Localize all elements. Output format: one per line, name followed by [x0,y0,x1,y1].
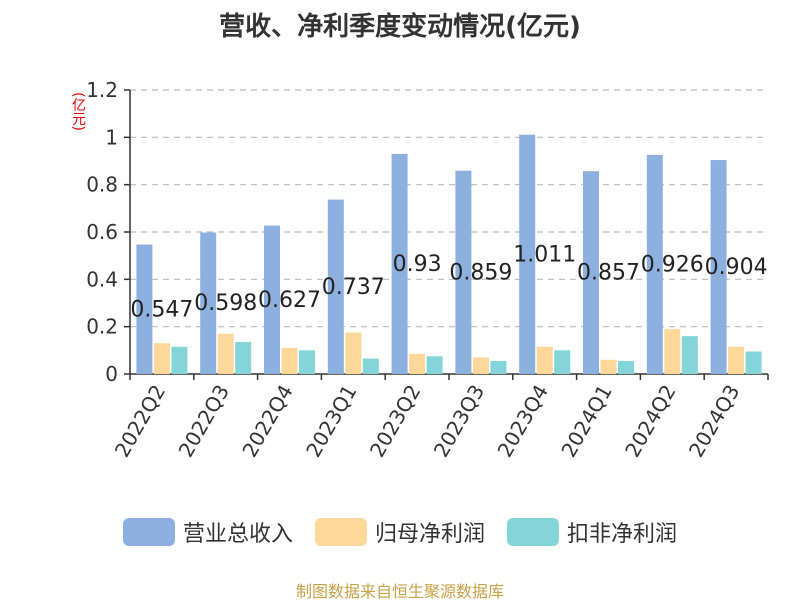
bar [554,350,571,374]
bar [455,170,472,374]
x-tick-label: 2022Q2 [110,381,170,462]
bar [745,351,762,374]
bar [345,332,362,374]
source-note: 制图数据来自恒生聚源数据库 [295,582,504,601]
bar [618,360,634,374]
x-tick-label: 2024Q2 [620,381,680,462]
bar [200,232,217,374]
y-tick-label: 0.4 [86,267,118,291]
legend-item-net-profit[interactable]: 归母净利润 [314,516,485,548]
legend-label-net-profit: 归母净利润 [374,522,485,547]
bar [728,346,745,374]
x-tick-label: 2024Q1 [556,381,616,462]
data-label: 0.737 [322,275,385,300]
legend-label-deducted-net-profit: 扣非净利润 [567,522,678,547]
data-label: 0.857 [577,261,640,286]
y-axis-unit-label: (亿元) [70,92,86,131]
y-tick-label: 0.8 [86,173,118,197]
x-tick-label: 2022Q3 [174,381,234,462]
bar [153,343,170,374]
bar [217,333,234,374]
legend-label-revenue: 营业总收入 [182,522,293,547]
data-label: 0.859 [449,260,512,285]
bar [391,153,408,374]
bar [472,357,489,374]
bar [409,353,426,374]
bar [426,356,443,374]
data-label: 0.598 [194,291,257,316]
bar [600,359,617,374]
y-tick-label: 1 [105,125,118,149]
data-label: 0.93 [393,252,442,277]
data-label: 0.904 [705,255,768,280]
data-label: 0.627 [258,288,321,313]
bar [136,244,153,374]
bar [327,199,344,374]
data-label: 0.926 [641,252,704,277]
y-tick-label: 0 [105,362,118,386]
data-label: 1.011 [513,242,576,267]
bar [710,160,727,374]
data-label: 0.547 [130,297,193,322]
bar [235,342,252,374]
x-tick-label: 2023Q4 [493,381,553,462]
bar [281,347,298,374]
x-tick-label: 2023Q2 [365,381,425,462]
bar [490,360,507,374]
bar [519,134,536,374]
x-tick-label: 2024Q3 [684,381,744,462]
x-tick-label: 2023Q1 [301,381,361,462]
x-tick-label: 2023Q3 [429,381,489,462]
legend-swatch-net-profit [314,518,367,546]
bar [362,358,379,374]
chart-title: 营收、净利季度变动情况(亿元) [219,12,581,42]
bar [264,225,280,374]
bar [646,154,663,374]
bar [536,346,553,374]
legend-swatch-deducted-net-profit [507,518,559,546]
x-tick-label: 2022Q4 [237,381,297,462]
bar [299,350,315,374]
bar [681,336,698,374]
bar [583,171,599,374]
legend-item-deducted-net-profit[interactable]: 扣非净利润 [507,516,677,548]
legend-item-revenue[interactable]: 营业总收入 [122,516,293,548]
legend: 营业总收入 归母净利润 扣非净利润 [0,516,800,548]
bar [171,346,188,374]
y-tick-label: 0.2 [86,315,118,339]
bar [664,329,681,374]
y-tick-label: 1.2 [86,78,118,102]
y-tick-label: 0.6 [86,220,118,244]
legend-swatch-revenue [122,518,175,546]
